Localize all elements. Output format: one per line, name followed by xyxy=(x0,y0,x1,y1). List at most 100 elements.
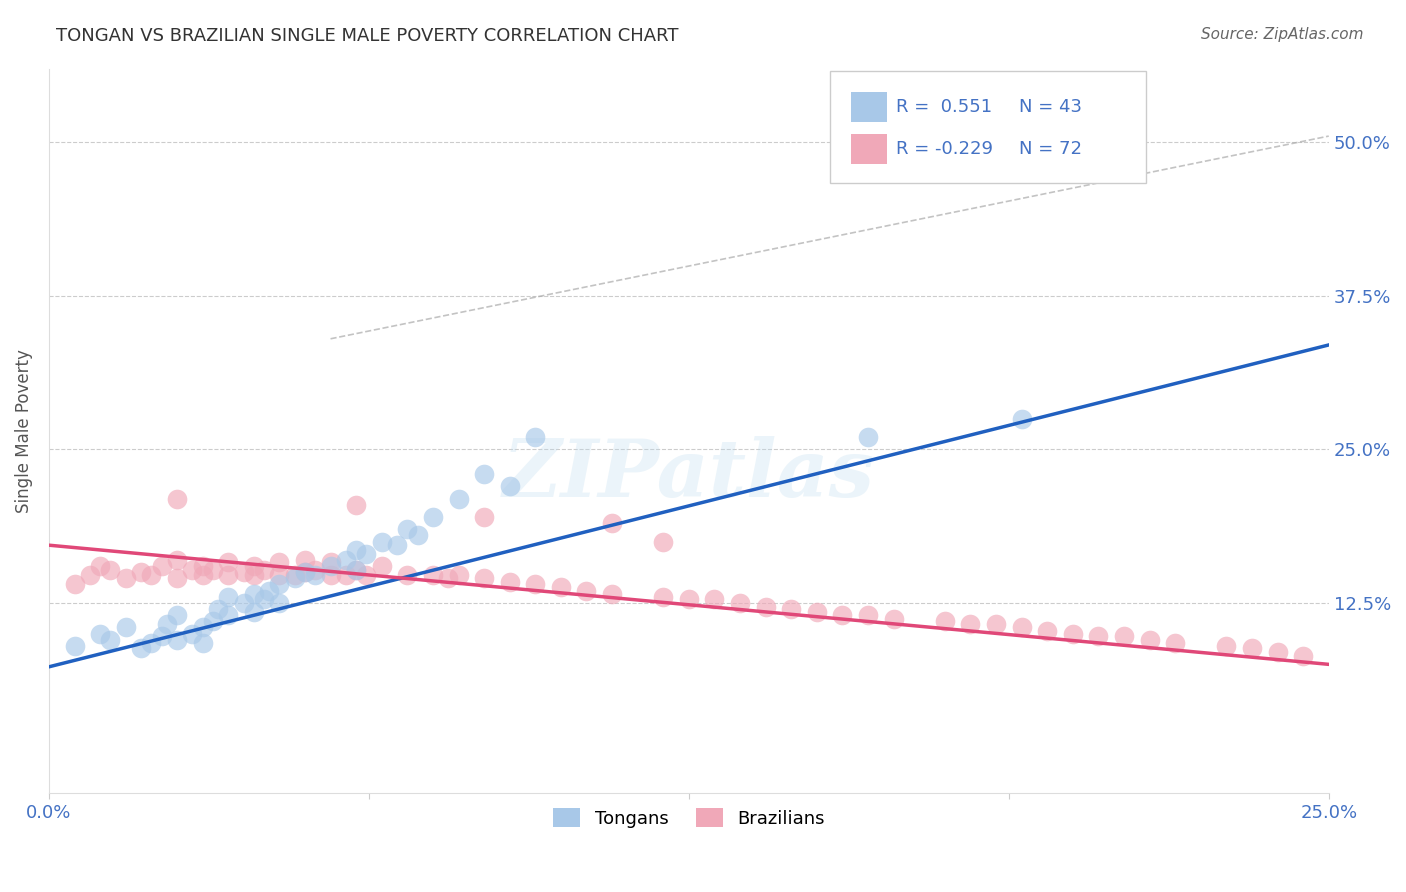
Point xyxy=(806,605,828,619)
Point xyxy=(166,632,188,647)
Point xyxy=(499,479,522,493)
Point xyxy=(100,632,122,647)
Point xyxy=(1011,411,1033,425)
Point xyxy=(856,430,879,444)
Point xyxy=(242,567,264,582)
Point xyxy=(166,553,188,567)
Point xyxy=(150,629,173,643)
Point xyxy=(335,553,357,567)
Point xyxy=(370,534,392,549)
Point xyxy=(370,559,392,574)
Point xyxy=(242,559,264,574)
Point xyxy=(575,583,598,598)
Point xyxy=(1164,636,1187,650)
Point xyxy=(755,599,778,614)
Point xyxy=(319,555,342,569)
Point xyxy=(191,559,214,574)
Point xyxy=(356,567,378,582)
Point xyxy=(883,612,905,626)
Point xyxy=(129,565,152,579)
Text: R =  0.551: R = 0.551 xyxy=(896,98,991,116)
Text: TONGAN VS BRAZILIAN SINGLE MALE POVERTY CORRELATION CHART: TONGAN VS BRAZILIAN SINGLE MALE POVERTY … xyxy=(56,27,679,45)
Point xyxy=(678,592,700,607)
Point xyxy=(472,571,495,585)
Point xyxy=(728,596,751,610)
Point xyxy=(63,577,86,591)
Point xyxy=(253,563,276,577)
Point xyxy=(319,559,342,574)
Point xyxy=(856,608,879,623)
Point xyxy=(269,596,291,610)
Point xyxy=(242,587,264,601)
Point xyxy=(319,567,342,582)
Point xyxy=(269,577,291,591)
Point xyxy=(344,543,367,558)
Text: N = 72: N = 72 xyxy=(1019,140,1083,158)
Point xyxy=(1062,626,1084,640)
Point xyxy=(396,522,419,536)
Text: Source: ZipAtlas.com: Source: ZipAtlas.com xyxy=(1201,27,1364,42)
Point xyxy=(524,577,547,591)
Point xyxy=(344,498,367,512)
Point xyxy=(181,626,204,640)
Point xyxy=(201,615,224,629)
Y-axis label: Single Male Poverty: Single Male Poverty xyxy=(15,349,32,513)
Point xyxy=(356,547,378,561)
Point xyxy=(344,563,367,577)
Point xyxy=(396,567,419,582)
Point xyxy=(1087,629,1109,643)
Point xyxy=(269,555,291,569)
Point xyxy=(447,491,470,506)
Point xyxy=(114,620,136,634)
Point xyxy=(257,583,280,598)
Legend: Tongans, Brazilians: Tongans, Brazilians xyxy=(546,801,832,835)
Point xyxy=(1240,641,1263,656)
Point xyxy=(253,592,276,607)
Point xyxy=(304,567,326,582)
Point xyxy=(959,616,981,631)
Point xyxy=(114,571,136,585)
Point xyxy=(217,555,239,569)
Text: ZIPatlas: ZIPatlas xyxy=(503,435,875,513)
Point xyxy=(831,608,853,623)
Point xyxy=(600,587,623,601)
Point xyxy=(934,615,956,629)
Point xyxy=(284,571,307,585)
Text: R = -0.229: R = -0.229 xyxy=(896,140,993,158)
Point xyxy=(294,565,316,579)
Point xyxy=(129,641,152,656)
Point xyxy=(1036,624,1059,639)
Point xyxy=(242,605,264,619)
Point xyxy=(141,567,163,582)
Point xyxy=(284,567,307,582)
Point xyxy=(524,430,547,444)
Point xyxy=(63,639,86,653)
Point xyxy=(201,563,224,577)
Point xyxy=(1267,645,1289,659)
Point xyxy=(156,616,179,631)
Point xyxy=(232,596,254,610)
Point xyxy=(181,563,204,577)
Point xyxy=(652,534,675,549)
Point xyxy=(150,559,173,574)
Point xyxy=(217,567,239,582)
Point xyxy=(1292,648,1315,663)
Point xyxy=(217,608,239,623)
Point xyxy=(207,602,229,616)
Point xyxy=(600,516,623,530)
Point xyxy=(703,592,725,607)
Point xyxy=(100,563,122,577)
Point xyxy=(166,491,188,506)
Point xyxy=(141,636,163,650)
Point xyxy=(437,571,460,585)
Point xyxy=(1139,632,1161,647)
Point xyxy=(550,580,572,594)
Point xyxy=(780,602,803,616)
Point xyxy=(232,565,254,579)
Point xyxy=(385,538,408,552)
Point xyxy=(652,590,675,604)
Point xyxy=(335,567,357,582)
Point xyxy=(472,467,495,481)
Point xyxy=(89,559,111,574)
Point xyxy=(499,575,522,590)
